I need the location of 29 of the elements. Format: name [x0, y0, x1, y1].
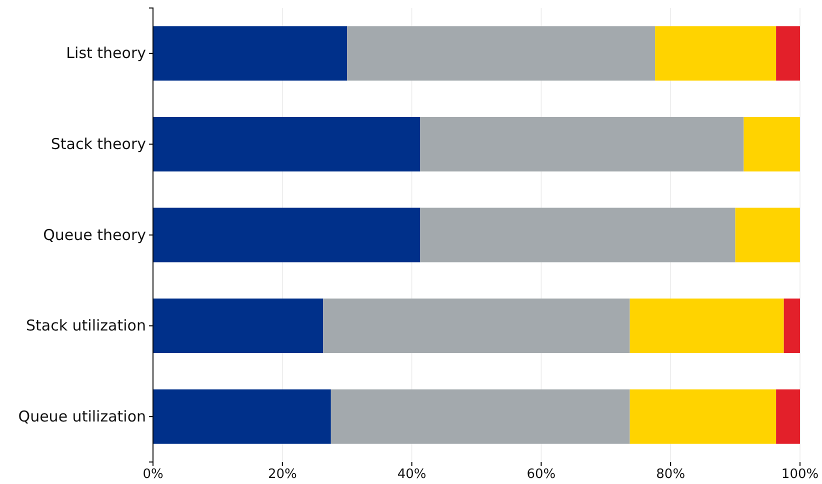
bar [776, 26, 800, 81]
y-tick-label: Queue theory [43, 226, 146, 244]
x-tick-label: 20% [268, 467, 297, 482]
x-tick-label: 0% [142, 467, 164, 482]
bar [153, 298, 324, 354]
bar [630, 298, 784, 354]
bar [420, 116, 744, 172]
y-tick-label: Stack utilization [26, 316, 146, 335]
x-tick-label: 100% [781, 467, 819, 482]
y-tick-label: Stack theory [50, 135, 146, 153]
bar [153, 116, 420, 172]
bar [153, 389, 331, 444]
bar [776, 389, 800, 444]
x-tick-label: 40% [397, 467, 426, 482]
x-tick-label: 80% [656, 467, 686, 482]
bar [330, 389, 630, 444]
bar [655, 26, 776, 81]
y-tick-label: List theory [66, 44, 146, 62]
bar [347, 26, 656, 81]
bar [153, 26, 348, 81]
bar [735, 208, 800, 262]
bar [323, 298, 630, 354]
bar [420, 208, 736, 262]
bar [153, 208, 420, 262]
bar [744, 116, 800, 172]
bar [630, 389, 776, 444]
x-tick-label: 60% [526, 467, 556, 482]
bar [784, 298, 800, 354]
y-tick-label: Queue utilization [18, 407, 146, 426]
